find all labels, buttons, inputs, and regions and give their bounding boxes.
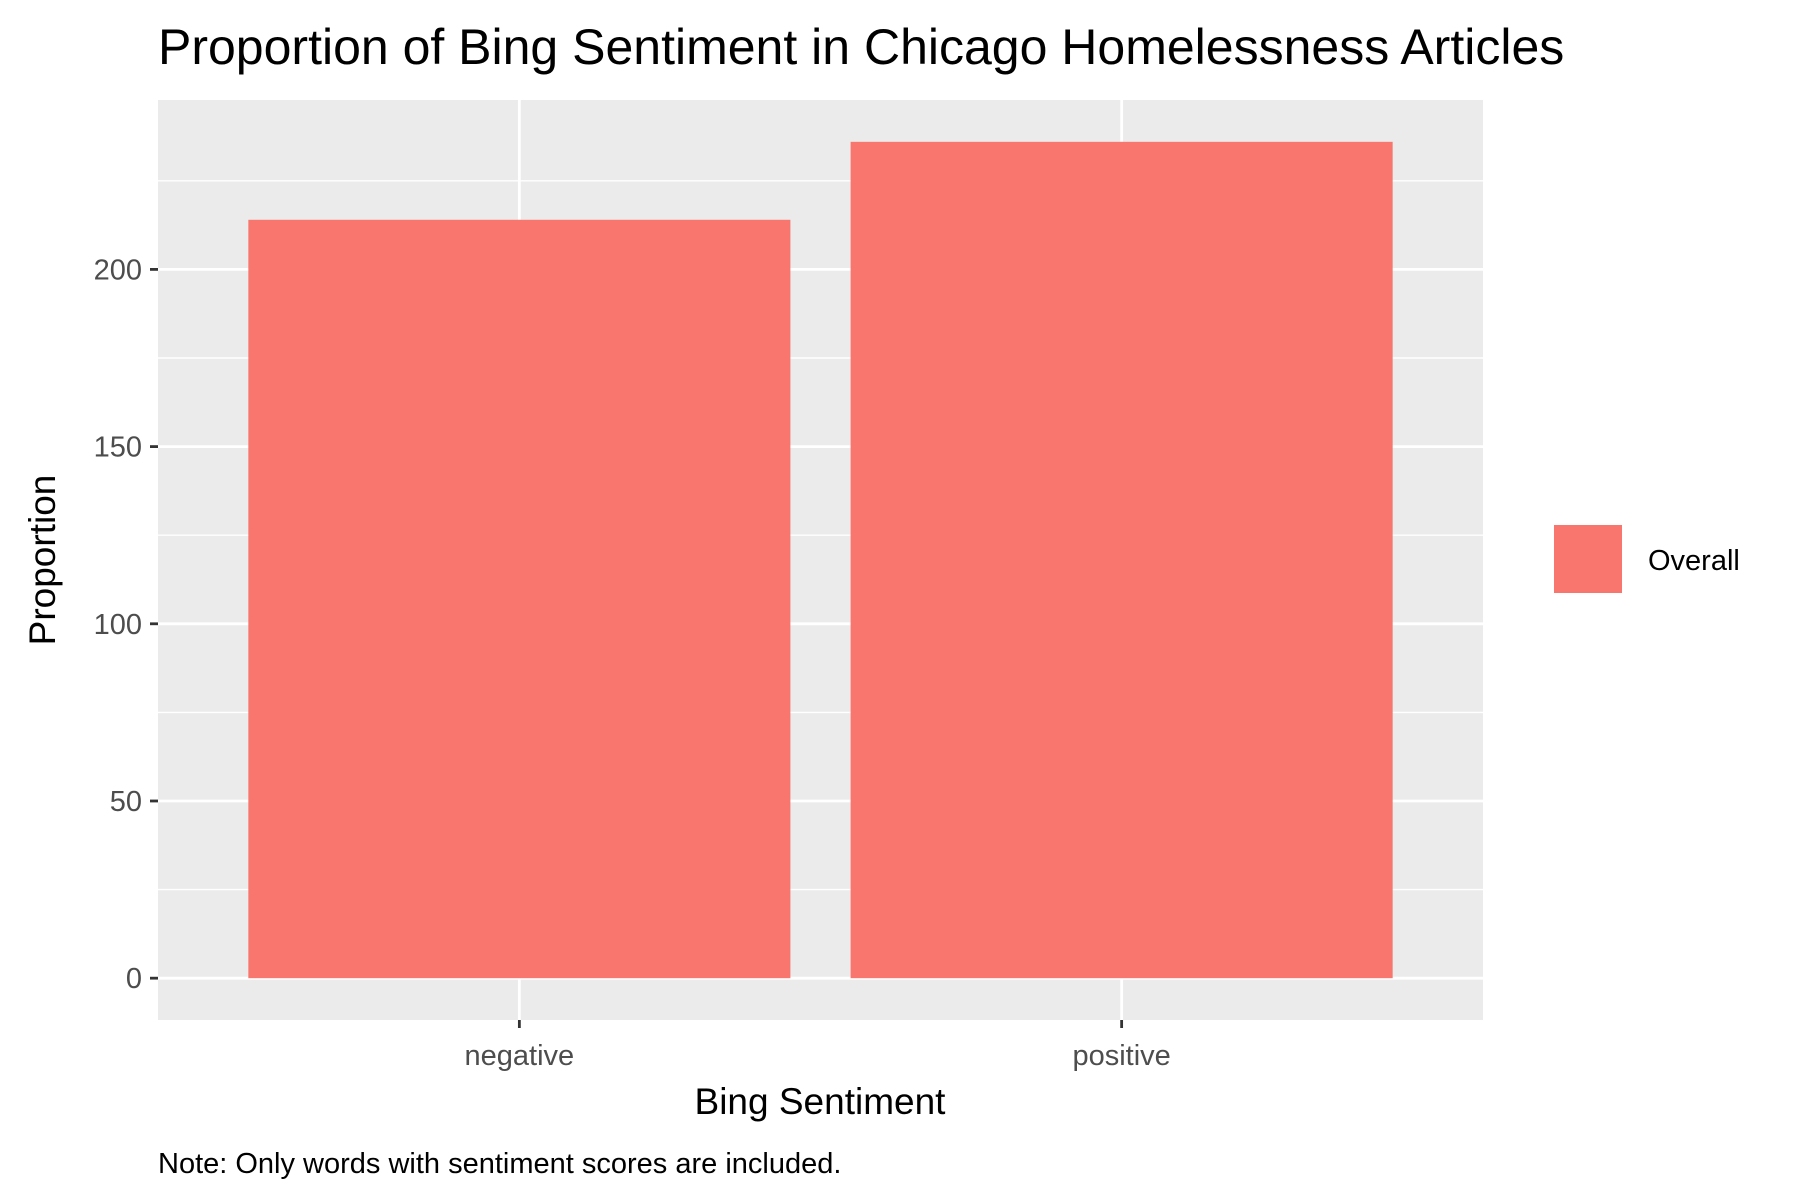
legend: Overall [1552, 523, 1740, 595]
bars [248, 141, 1393, 979]
bar-positive [850, 141, 1393, 979]
y-tick-label: 200 [94, 254, 142, 286]
x-tick-label-positive: positive [1072, 1040, 1170, 1072]
y-tick-label: 0 [126, 963, 142, 995]
chart-caption: Note: Only words with sentiment scores a… [158, 1148, 841, 1180]
y-axis-title: Proportion [22, 475, 63, 646]
y-tick-label: 150 [94, 432, 142, 464]
x-tick-label-negative: negative [465, 1040, 575, 1072]
y-axis: 0 50 100 150 200 [94, 254, 158, 995]
x-axis: negative positive [465, 1020, 1171, 1072]
legend-key-overall [1552, 523, 1624, 595]
x-axis-title: Bing Sentiment [695, 1081, 947, 1122]
bar-negative [248, 219, 791, 979]
chart-title: Proportion of Bing Sentiment in Chicago … [158, 19, 1564, 75]
legend-label-overall: Overall [1648, 545, 1740, 577]
y-tick-label: 50 [110, 786, 142, 818]
y-tick-label: 100 [94, 609, 142, 641]
